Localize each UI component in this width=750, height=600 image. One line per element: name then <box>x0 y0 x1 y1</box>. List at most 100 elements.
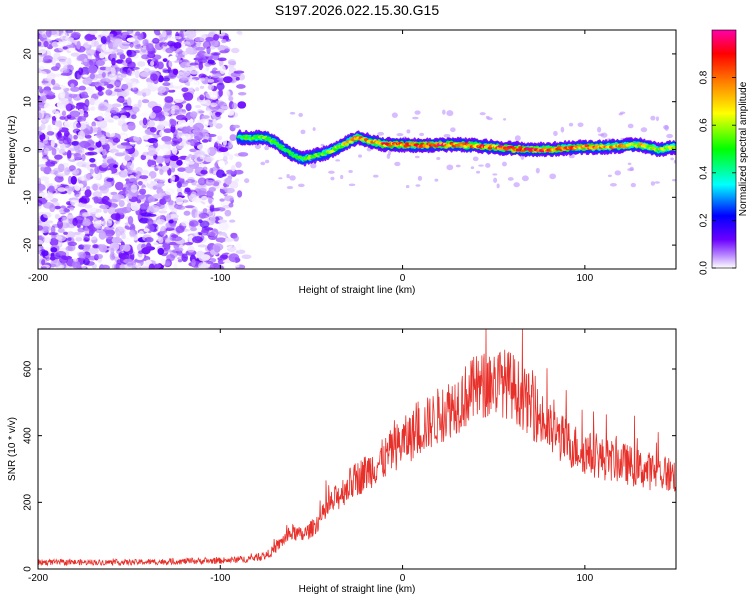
heatmap-cell <box>219 254 229 259</box>
heatmap-cell <box>76 55 85 61</box>
heatmap-cell <box>640 127 648 133</box>
heatmap-cell <box>553 130 558 137</box>
heatmap-cell <box>72 217 78 227</box>
heatmap-cell <box>224 238 234 242</box>
heatmap-cell <box>219 65 226 75</box>
heatmap-cell <box>140 88 151 97</box>
heatmap-cell <box>137 33 144 41</box>
heatmap-cell <box>189 80 199 88</box>
heatmap-cell <box>165 237 171 245</box>
heatmap-cell <box>171 166 176 173</box>
heatmap-cell <box>212 154 220 159</box>
heatmap-cell <box>339 145 345 149</box>
heatmap-cell <box>173 42 182 49</box>
y-tick-label: 0 <box>23 146 34 152</box>
heatmap-cell <box>88 58 99 67</box>
heatmap-cell <box>95 36 102 42</box>
heatmap-cell <box>127 194 133 200</box>
heatmap-cell <box>172 68 179 75</box>
heatmap-cell <box>76 40 81 50</box>
heatmap-cell <box>221 39 227 44</box>
heatmap-cell <box>137 60 146 67</box>
heatmap-cell <box>105 130 116 138</box>
heatmap-cell <box>212 229 217 236</box>
heatmap-cell <box>89 207 100 214</box>
heatmap-cell <box>204 99 211 106</box>
heatmap-cell <box>111 57 116 66</box>
heatmap-cell <box>86 186 91 191</box>
heatmap-cell <box>43 237 52 244</box>
heatmap-cell <box>41 221 50 228</box>
heatmap-cell <box>162 82 171 87</box>
heatmap-cell <box>236 190 243 198</box>
heatmap-cell <box>485 162 491 168</box>
heatmap-cell <box>89 106 96 111</box>
heatmap-cell <box>414 155 420 159</box>
heatmap-cell <box>228 139 233 149</box>
heatmap-cell <box>160 258 166 266</box>
heatmap-cell <box>70 83 75 88</box>
heatmap-cell <box>207 84 215 91</box>
heatmap-cell <box>198 73 207 79</box>
heatmap-cell <box>162 242 171 252</box>
heatmap-cell <box>172 81 182 87</box>
heatmap-cell <box>162 58 168 63</box>
heatmap-cell <box>405 185 410 189</box>
heatmap-cell <box>86 173 93 178</box>
heatmap-cell <box>175 114 187 121</box>
heatmap-cell <box>130 184 138 193</box>
heatmap-cell <box>286 174 290 179</box>
heatmap-cell <box>140 112 149 117</box>
heatmap-cell <box>76 102 86 107</box>
heatmap-cell <box>99 204 109 209</box>
heatmap-cell <box>95 53 100 62</box>
heatmap-cell <box>95 208 102 213</box>
heatmap-cell <box>224 177 232 185</box>
heatmap-cell <box>116 49 124 54</box>
heatmap-cell <box>204 227 214 231</box>
heatmap-cell <box>348 170 353 173</box>
heatmap-cell <box>196 99 207 105</box>
heatmap-cell <box>535 167 540 174</box>
heatmap-cell <box>94 220 104 225</box>
heatmap-cell <box>115 212 121 222</box>
heatmap-cell <box>198 110 205 114</box>
heatmap-cell <box>607 174 612 178</box>
heatmap-cell <box>54 154 63 160</box>
heatmap-cell <box>92 244 99 249</box>
heatmap-cell <box>50 160 58 165</box>
heatmap-cell <box>218 222 229 231</box>
heatmap-cell <box>84 189 92 198</box>
heatmap-cell <box>84 204 93 209</box>
heatmap-cell <box>42 226 49 231</box>
heatmap-cell <box>119 54 126 60</box>
heatmap-cell <box>197 244 208 248</box>
heatmap-cell <box>118 199 125 208</box>
heatmap-cell <box>577 122 584 128</box>
heatmap-cell <box>48 185 55 193</box>
heatmap-cell <box>195 53 204 60</box>
heatmap-cell <box>195 87 200 92</box>
heatmap-cell <box>91 123 97 127</box>
heatmap-cell <box>228 154 234 161</box>
heatmap-cell <box>168 55 178 62</box>
heatmap-cell <box>68 93 78 98</box>
heatmap-cell <box>39 176 50 182</box>
heatmap-cell <box>184 241 193 246</box>
colorbar-tick-label: 0.2 <box>699 213 710 227</box>
heatmap-cell <box>518 146 523 150</box>
heatmap-cell <box>121 190 129 195</box>
heatmap-cell <box>136 44 141 48</box>
heatmap-cell <box>560 126 565 133</box>
heatmap-cell <box>105 89 113 96</box>
heatmap-cell <box>139 71 150 77</box>
heatmap-cell <box>38 88 44 94</box>
heatmap-cell <box>96 119 108 129</box>
heatmap-cell <box>191 259 196 267</box>
heatmap-cell <box>472 156 479 162</box>
heatmap-cell <box>627 162 632 166</box>
snr-x-ticks: -200 -100 0 100 <box>28 329 594 584</box>
colorbar-tick-label: 0.6 <box>699 118 710 132</box>
chart-title: S197.2026.022.15.30.G15 <box>275 2 439 18</box>
heatmap-cell <box>217 57 227 62</box>
